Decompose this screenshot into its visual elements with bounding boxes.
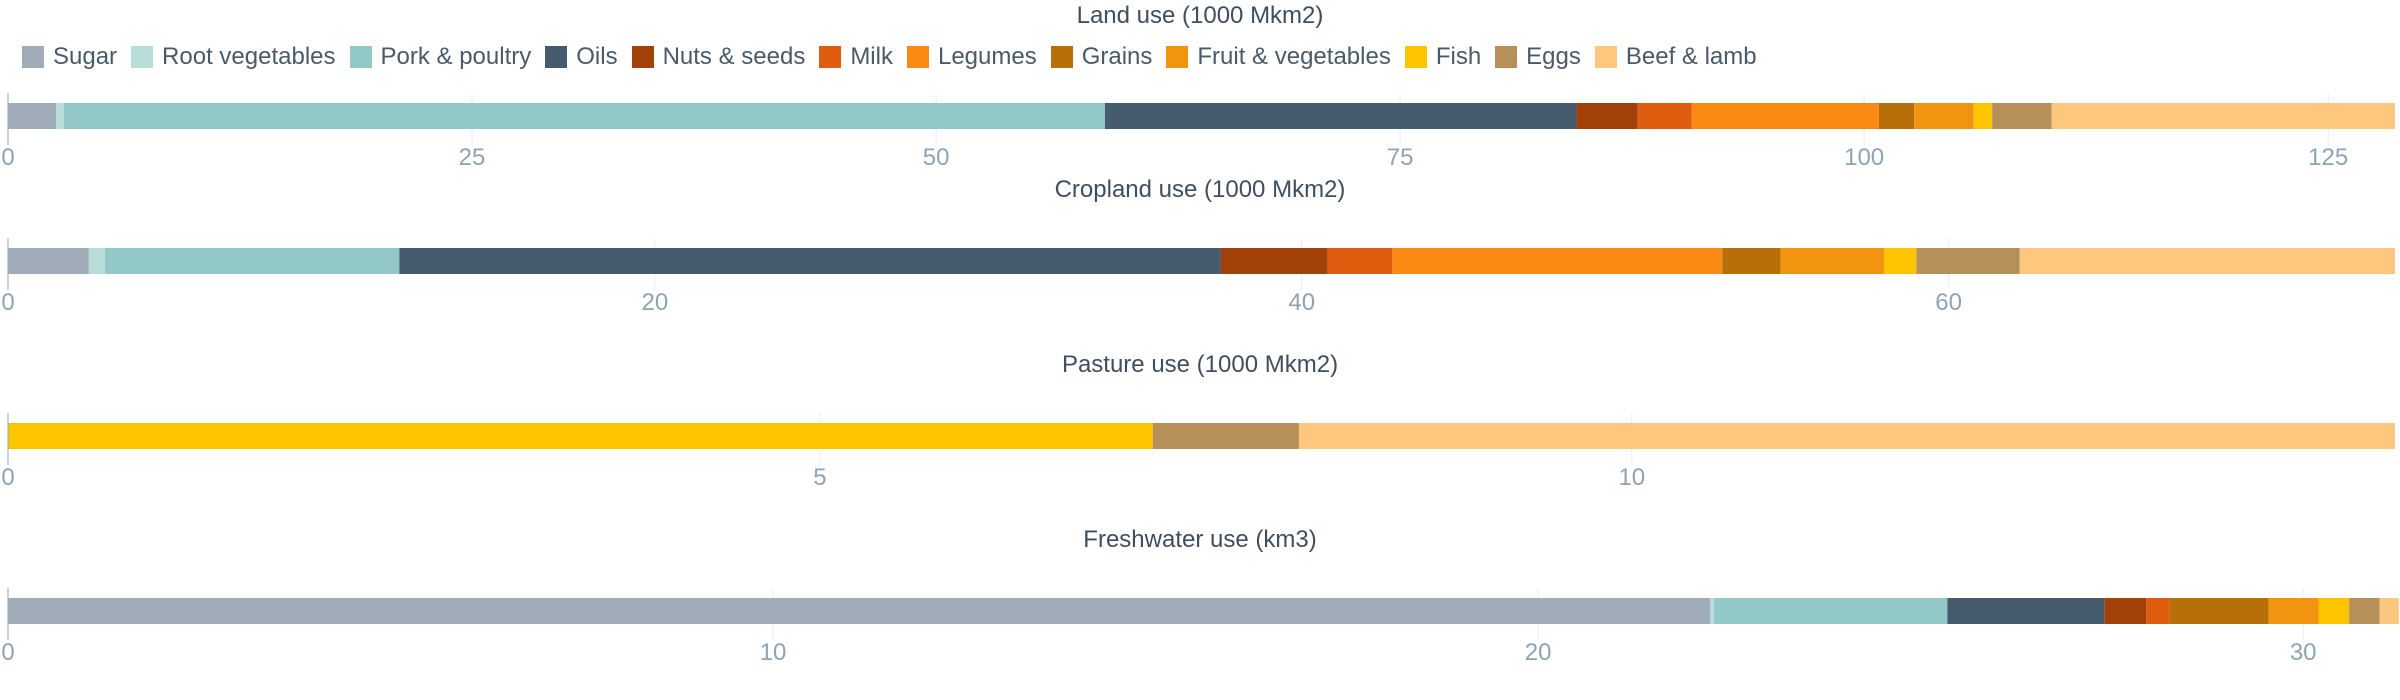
chart-legend: Sugar Root vegetables Pork & poultry Oils Nu… [22, 40, 1771, 74]
tick-label: 20 [642, 289, 669, 316]
bar-segment [63, 103, 1105, 129]
bar-segment [8, 103, 57, 129]
legend-item[interactable]: Milk [819, 43, 893, 71]
bar-segment [1878, 103, 1915, 129]
bar-segment [88, 248, 106, 274]
bar-segment [2318, 598, 2350, 624]
tick-label: 0 [1, 639, 14, 666]
legend-label: Pork & poultry [380, 43, 532, 70]
legend-swatch [1050, 46, 1073, 68]
legend-swatch [1495, 46, 1518, 68]
tick-label: 25 [459, 144, 486, 171]
legend-item[interactable]: Eggs [1495, 43, 1581, 71]
legend-item[interactable]: Grains [1050, 43, 1153, 71]
legend-item[interactable]: Sugar [22, 43, 117, 71]
tick-label: 5 [813, 464, 826, 491]
tick-label: 40 [1288, 289, 1315, 316]
legend-label: Sugar [53, 43, 118, 70]
bar-segment [1392, 248, 1723, 274]
legend-label: Root vegetables [162, 43, 336, 70]
tick-label: 0 [1, 144, 14, 171]
bar-segment [2169, 598, 2269, 624]
bar-segment [1637, 103, 1692, 129]
legend-swatch [1594, 46, 1617, 68]
tick-label: 75 [1387, 144, 1414, 171]
tick-label: 0 [1, 464, 14, 491]
tick-label: 30 [2290, 639, 2317, 666]
legend-label: Eggs [1526, 43, 1581, 70]
legend-item[interactable]: Fruit & vegetables [1166, 43, 1391, 71]
tick-label: 125 [2308, 144, 2348, 171]
tick-label: 100 [1844, 144, 1884, 171]
legend-item[interactable]: Oils [545, 43, 618, 71]
bar-segment [1104, 103, 1577, 129]
land-use-title: Land use (1000 Mkm2) [1076, 2, 1324, 29]
legend-swatch [1404, 46, 1427, 68]
freshwater-use-title: Freshwater use (km3) [1083, 526, 1317, 553]
tick-label: 10 [1618, 464, 1645, 491]
bar-segment [105, 248, 400, 274]
legend-swatch [1166, 46, 1189, 68]
bar-segment [2019, 248, 2395, 274]
tick-label: 20 [1525, 639, 1552, 666]
legend-swatch [819, 46, 842, 68]
bar-segment [8, 598, 1711, 624]
legend-item[interactable]: Nuts & seeds [631, 43, 806, 71]
bar-segment [399, 248, 1221, 274]
legend-item[interactable]: Pork & poultry [349, 43, 532, 71]
pasture-use-title: Pasture use (1000 Mkm2) [1061, 351, 1339, 378]
bar-segment [8, 248, 89, 274]
bar-segment [2104, 598, 2147, 624]
legend-swatch [631, 46, 654, 68]
legend-label: Nuts & seeds [662, 43, 806, 70]
bar-segment [1722, 248, 1781, 274]
legend-swatch [906, 46, 929, 68]
bar-segment [1152, 423, 1299, 449]
legend-label: Legumes [937, 43, 1037, 70]
legend-item[interactable]: Root vegetables [131, 43, 336, 71]
bar-segment [1327, 248, 1393, 274]
legend-swatch [349, 46, 372, 68]
bar-segment [1576, 103, 1638, 129]
bar-segment [8, 423, 1153, 449]
legend-item[interactable]: Fish [1404, 43, 1482, 71]
tick-label: 50 [923, 144, 950, 171]
legend-label: Oils [576, 43, 618, 70]
bar-segment [2146, 598, 2170, 624]
bar-segment [1916, 248, 2020, 274]
legend-swatch [131, 46, 154, 68]
bar-segment [2379, 598, 2399, 624]
bar-segment [2268, 598, 2319, 624]
legend-item[interactable]: Beef & lamb [1594, 43, 1757, 71]
cropland-use-title: Cropland use (1000 Mkm2) [1054, 176, 1346, 203]
legend-label: Fish [1435, 43, 1482, 70]
legend-label: Grains [1081, 43, 1153, 70]
legend-item[interactable]: Legumes [906, 43, 1037, 71]
bar-segment [1992, 103, 2052, 129]
legend-swatch [545, 46, 568, 68]
bar-segment [56, 103, 64, 129]
legend-swatch [22, 46, 44, 68]
bar-segment [1883, 248, 1917, 274]
bar-segment [1691, 103, 1879, 129]
bar-segment [1780, 248, 1884, 274]
bar-segment [2051, 103, 2395, 129]
bar-segment [2349, 598, 2380, 624]
tick-label: 60 [1935, 289, 1962, 316]
tick-label: 0 [1, 289, 14, 316]
tick-label: 10 [760, 639, 787, 666]
bar-segment [1714, 598, 1948, 624]
bar-segment [1298, 423, 2395, 449]
legend-label: Milk [850, 43, 893, 70]
legend-label: Beef & lamb [1625, 43, 1757, 70]
bar-segment [1914, 103, 1974, 129]
bar-segment [1220, 248, 1328, 274]
legend-label: Fruit & vegetables [1197, 43, 1391, 70]
bar-segment [1710, 598, 1715, 624]
bar-segment [1973, 103, 1993, 129]
bar-segment [1947, 598, 2105, 624]
